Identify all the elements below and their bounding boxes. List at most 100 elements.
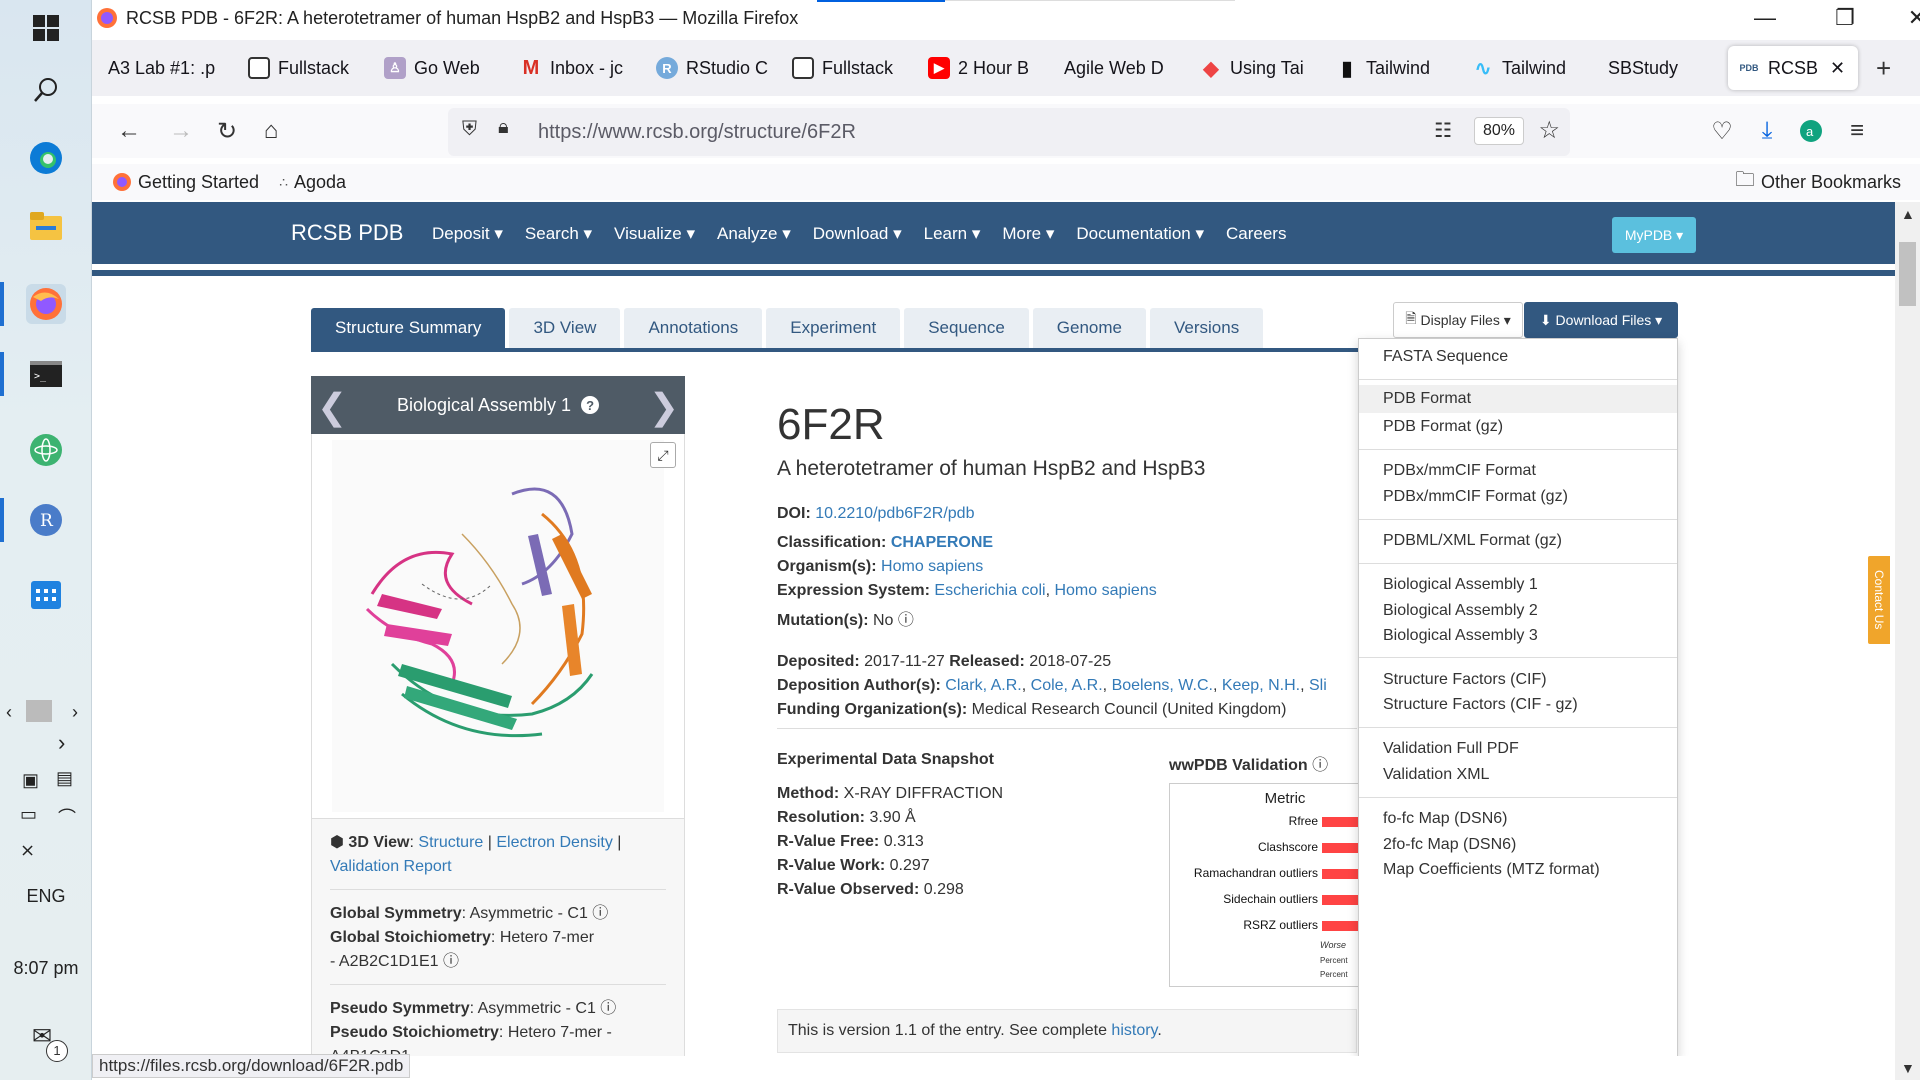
battery-icon[interactable]: ▭: [20, 804, 38, 824]
url-bar[interactable]: ⛨ 🔒︎ https://www.rcsb.org/structure/6F2R…: [448, 108, 1570, 156]
back-button[interactable]: ←: [117, 117, 141, 144]
tab-genome[interactable]: Genome: [1032, 308, 1146, 348]
new-tab-button[interactable]: +: [1876, 52, 1892, 83]
browser-tab[interactable]: R RStudio C: [646, 46, 782, 90]
author-link[interactable]: Clark, A.R.: [945, 677, 1022, 694]
electron-density-link[interactable]: Electron Density: [496, 834, 613, 851]
scroll-left-icon[interactable]: ‹: [6, 702, 12, 722]
atom-app-icon[interactable]: [26, 430, 66, 470]
bookmark-agoda[interactable]: ∴ Agoda: [279, 172, 346, 193]
browser-tab[interactable]: Agile Web D: [1054, 46, 1190, 90]
menu-item-pdbml[interactable]: PDBML/XML Format (gz): [1383, 532, 1562, 549]
next-assembly-arrow[interactable]: ❯: [648, 386, 679, 427]
rcsb-brand[interactable]: RCSB PDB: [291, 220, 404, 245]
tab-structure-summary[interactable]: Structure Summary: [311, 308, 506, 348]
scrollbar-thumb[interactable]: [1899, 242, 1916, 306]
menu-more[interactable]: More ▾: [1002, 224, 1055, 243]
menu-download[interactable]: Download ▾: [812, 224, 902, 243]
screen-icon[interactable]: ▤: [56, 768, 74, 788]
organism-link[interactable]: Homo sapiens: [881, 558, 984, 575]
structure-link[interactable]: Structure: [418, 834, 484, 851]
close-tab-icon[interactable]: ✕: [1830, 57, 1846, 78]
tab-annotations[interactable]: Annotations: [624, 308, 763, 348]
structure-image[interactable]: ⤢: [311, 434, 685, 819]
info-icon[interactable]: ⓘ: [897, 612, 914, 629]
shield-icon[interactable]: ⛨: [462, 118, 477, 140]
volume-muted-icon[interactable]: ⨯: [20, 840, 36, 860]
browser-tab[interactable]: SBStudy: [1598, 46, 1718, 90]
url-text[interactable]: https://www.rcsb.org/structure/6F2R: [538, 120, 856, 143]
author-link[interactable]: Sli: [1308, 677, 1327, 694]
menu-item-mmcif[interactable]: PDBx/mmCIF Format: [1383, 462, 1536, 479]
menu-careers[interactable]: Careers: [1226, 224, 1287, 243]
terminal-icon[interactable]: >_: [26, 354, 66, 394]
clock[interactable]: 8:07 pm: [13, 958, 79, 978]
browser-tab[interactable]: ▮ Tailwind: [1326, 46, 1462, 90]
scroll-down-icon[interactable]: ▼: [1901, 1060, 1915, 1076]
classification-link[interactable]: CHAPERONE: [890, 534, 994, 551]
forward-button[interactable]: →: [169, 117, 193, 144]
reader-view-icon[interactable]: ☷: [1434, 120, 1452, 142]
browser-tab[interactable]: Fullstack: [238, 46, 374, 90]
menu-learn[interactable]: Learn ▾: [923, 224, 981, 243]
minimize-button[interactable]: —: [1754, 5, 1776, 30]
file-explorer-icon[interactable]: [26, 206, 66, 246]
browser-tab[interactable]: ◆ Using Tai: [1190, 46, 1326, 90]
author-link[interactable]: Keep, N.H.: [1221, 677, 1301, 694]
tab-versions[interactable]: Versions: [1150, 308, 1264, 348]
language-indicator[interactable]: ENG: [26, 886, 66, 906]
previous-assembly-arrow[interactable]: ❮: [317, 386, 348, 427]
other-bookmarks[interactable]: 🗀︎ Other Bookmarks: [1735, 165, 1901, 199]
help-icon[interactable]: ?: [581, 396, 600, 414]
tab-sequence[interactable]: Sequence: [904, 308, 1029, 348]
validation-report-link[interactable]: Validation Report: [330, 858, 452, 875]
lock-icon[interactable]: 🔒︎: [498, 116, 509, 138]
menu-item-validation-pdf[interactable]: Validation Full PDF: [1383, 740, 1519, 757]
browser-tab[interactable]: ♙ Go Web: [374, 46, 510, 90]
edge-icon[interactable]: [26, 138, 66, 178]
menu-icon[interactable]: ≡: [1849, 117, 1864, 144]
r-app-icon[interactable]: R: [26, 500, 66, 540]
menu-search[interactable]: Search ▾: [524, 224, 593, 243]
restore-button[interactable]: ❐: [1835, 5, 1855, 30]
menu-item-fasta[interactable]: FASTA Sequence: [1383, 348, 1509, 365]
menu-item-assembly-1[interactable]: Biological Assembly 1: [1383, 576, 1538, 593]
menu-item-structure-factors-gz[interactable]: Structure Factors (CIF - gz): [1383, 696, 1578, 713]
download-icon[interactable]: ⤓: [1761, 117, 1773, 144]
author-link[interactable]: Cole, A.R.: [1030, 677, 1103, 694]
info-icon[interactable]: ⓘ: [600, 1000, 617, 1017]
contact-us-tab[interactable]: Contact Us: [1866, 554, 1892, 646]
menu-item-assembly-3[interactable]: Biological Assembly 3: [1383, 627, 1538, 644]
history-link[interactable]: history: [1111, 1022, 1158, 1039]
menu-item-map-coefficients[interactable]: Map Coefficients (MTZ format): [1383, 861, 1600, 878]
home-button[interactable]: ⌂: [263, 117, 279, 144]
menu-item-assembly-2[interactable]: Biological Assembly 2: [1383, 602, 1538, 619]
star-icon[interactable]: ☆: [1538, 117, 1560, 144]
expression-link-2[interactable]: Homo sapiens: [1054, 582, 1157, 599]
close-window-button[interactable]: ✕: [1907, 5, 1920, 30]
menu-item-pdb-format-gz[interactable]: PDB Format (gz): [1383, 418, 1504, 435]
menu-item-2fo-fc-map[interactable]: 2fo-fc Map (DSN6): [1383, 836, 1517, 853]
notification-icon[interactable]: ✉: [32, 1023, 53, 1050]
info-icon[interactable]: ⓘ: [592, 905, 609, 922]
menu-item-validation-xml[interactable]: Validation XML: [1383, 766, 1490, 783]
browser-tab[interactable]: ▶ 2 Hour B: [918, 46, 1054, 90]
pocket-icon[interactable]: ♡: [1711, 117, 1733, 145]
info-icon[interactable]: ⓘ: [442, 953, 459, 970]
page-scrollbar[interactable]: ▲ ▼: [1895, 202, 1920, 1080]
chevron-right-icon[interactable]: ›: [58, 730, 66, 755]
wifi-icon[interactable]: ⌒: [58, 808, 76, 828]
menu-analyze[interactable]: Analyze ▾: [717, 224, 791, 243]
windows-start-icon[interactable]: [26, 8, 66, 48]
menu-item-pdb-format[interactable]: PDB Format: [1359, 385, 1677, 413]
expand-icon[interactable]: ⤢: [650, 442, 676, 468]
menu-item-mmcif-gz[interactable]: PDBx/mmCIF Format (gz): [1383, 488, 1568, 505]
scroll-up-icon[interactable]: ▲: [1901, 206, 1915, 222]
menu-visualize[interactable]: Visualize ▾: [614, 224, 696, 243]
browser-tab[interactable]: M Inbox - jc: [510, 46, 646, 90]
display-files-button[interactable]: 🗎︎ Display Files ▾: [1393, 302, 1523, 338]
tab-experiment[interactable]: Experiment: [766, 308, 901, 348]
taskbar-scroll-thumb[interactable]: [26, 700, 52, 722]
browser-tab-active[interactable]: PDB RCSB ✕: [1728, 46, 1858, 90]
tab-3d-view[interactable]: 3D View: [509, 308, 621, 348]
